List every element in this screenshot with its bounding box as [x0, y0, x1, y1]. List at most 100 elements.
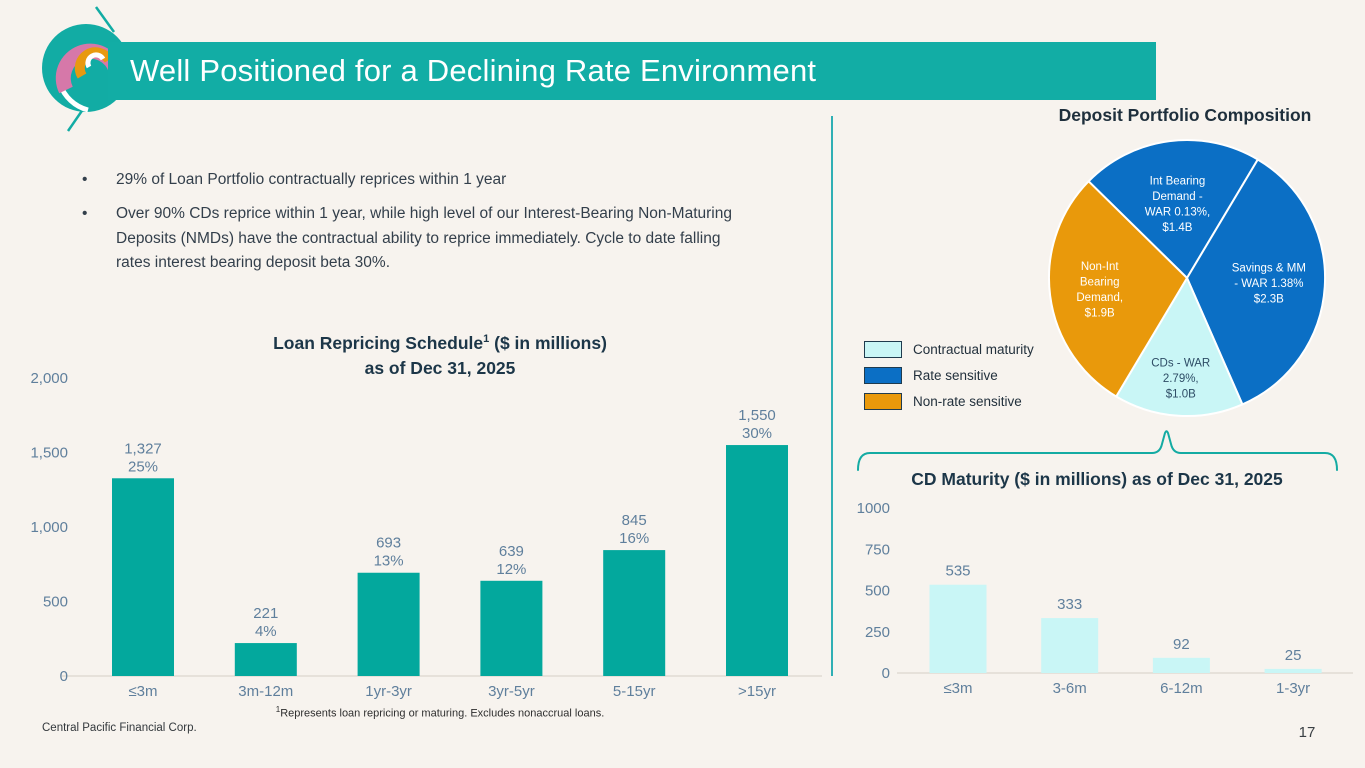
brace-path: [857, 430, 1338, 471]
bar-value-label: 535: [945, 563, 970, 580]
pie-chart-title: Deposit Portfolio Composition: [1058, 105, 1312, 125]
logo-white-swirl: [85, 52, 106, 69]
pie-slice-label: Savings & MM: [1232, 263, 1306, 275]
x-category-label: 5-15yr: [613, 683, 656, 700]
x-category-label: 3-6m: [1053, 680, 1087, 697]
title-banner: Well Positioned for a Declining Rate Env…: [108, 42, 1156, 100]
page-number: 17: [1298, 724, 1316, 741]
y-tick-label: 250: [865, 624, 890, 641]
legend-item: Contractual maturity: [864, 341, 1034, 358]
x-category-label: 1yr-3yr: [365, 683, 412, 700]
legend-swatch-rate-sensitive: [864, 367, 902, 384]
y-tick-label: 1,500: [30, 445, 68, 462]
x-category-label: >15yr: [738, 683, 776, 700]
loan-chart-title-line1: Loan Repricing Schedule1 ($ in millions): [273, 332, 607, 353]
bar-6-12m: [1152, 657, 1210, 673]
footer-company-name: Central Pacific Financial Corp.: [42, 722, 197, 734]
pie-slice-3: [1048, 180, 1188, 398]
x-category-label: ≤3m: [943, 680, 972, 697]
logo-stem-top: [94, 6, 116, 33]
brace-connector: [857, 430, 1338, 471]
bar-value-label: 333: [1057, 596, 1082, 613]
legend-swatch-contractual-maturity: [864, 341, 902, 358]
pie-slice-label: - WAR 1.38%: [1234, 278, 1303, 290]
pie-slice-label: Demand -: [1152, 191, 1203, 203]
pie-slice-0: [1087, 139, 1259, 279]
y-tick-label: 750: [865, 541, 890, 558]
bar-≤3m: [112, 478, 174, 676]
loan-chart-title: Loan Repricing Schedule1 ($ in millions)…: [140, 327, 740, 381]
bar-1-3yr: [1264, 668, 1322, 673]
legend-label: Contractual maturity: [913, 342, 1034, 357]
vertical-divider: [831, 116, 833, 676]
pie-slice-label: CDs - WAR: [1151, 357, 1210, 369]
x-category-label: 1-3yr: [1276, 680, 1310, 697]
y-tick-label: 500: [865, 583, 890, 600]
y-tick-label: 0: [882, 665, 890, 682]
cd-maturity-bar-chart: 0 250 500 750 1000 535 ≤3m 333 3-6m 92 6-12m 25 1-3y…: [857, 500, 1353, 697]
bullet-item: • 29% of Loan Portfolio contractually re…: [82, 168, 758, 192]
deposit-composition-pie-chart: Int Bearing Demand - WAR 0.13%, $1.4B Saving…: [1048, 139, 1327, 418]
loan-chart-title-line2: as of Dec 31, 2025: [364, 357, 516, 378]
x-category-label: ≤3m: [128, 683, 157, 700]
footnote-text: Represents loan repricing or maturing. E…: [280, 707, 605, 720]
pie-slice-label: $2.3B: [1254, 294, 1284, 306]
bar-pct-label: 12%: [496, 561, 526, 578]
pie-slice-label: WAR 0.13%,: [1145, 206, 1210, 218]
chart-footnote: 1Represents loan repricing or maturing. …: [120, 705, 760, 720]
bar-pct-label: 13%: [374, 553, 404, 570]
y-tick-label: 2,000: [30, 370, 68, 387]
pie-slice-label: $1.0B: [1166, 388, 1196, 400]
title-superscript: 1: [483, 333, 490, 345]
pie-slice-label: Bearing: [1080, 276, 1120, 288]
bar->15yr: [726, 445, 788, 676]
bar-value-label: 639: [499, 543, 524, 560]
bullet-item: • Over 90% CDs reprice within 1 year, wh…: [82, 202, 758, 275]
legend-item: Non-rate sensitive: [864, 393, 1034, 410]
bar-value-label: 221: [253, 605, 278, 622]
y-tick-label: 1000: [857, 500, 890, 517]
bar-pct-label: 16%: [619, 530, 649, 547]
legend-label: Non-rate sensitive: [913, 394, 1022, 409]
bar-pct-label: 30%: [742, 425, 772, 442]
y-tick-label: 0: [60, 668, 68, 685]
bar-pct-label: 25%: [128, 458, 158, 475]
x-category-label: 3yr-5yr: [488, 683, 535, 700]
bar-value-label: 1,550: [738, 407, 776, 424]
legend-item: Rate sensitive: [864, 367, 1034, 384]
pie-slice-label: Demand,: [1076, 292, 1123, 304]
legend-label: Rate sensitive: [913, 368, 998, 383]
slide-title: Well Positioned for a Declining Rate Env…: [130, 53, 817, 88]
bar-5-15yr: [603, 550, 666, 676]
bar-3yr-5yr: [480, 580, 543, 676]
bar-value-label: 1,327: [124, 440, 162, 457]
cd-chart-title: CD Maturity ($ in millions) as of Dec 31…: [911, 469, 1283, 489]
bar-1yr-3yr: [357, 572, 420, 676]
bar-value-label: 25: [1285, 647, 1302, 664]
logo-orange-swirl: [74, 47, 114, 79]
y-tick-label: 1,000: [30, 519, 68, 536]
footnote-superscript: 1: [275, 705, 281, 714]
pie-slice-label: Int Bearing: [1150, 175, 1206, 187]
bullet-glyph: •: [82, 205, 88, 223]
pie-slice-1: [1186, 158, 1327, 406]
bullet-list: • 29% of Loan Portfolio contractually re…: [82, 168, 758, 286]
pie-slice-label: $1.4B: [1162, 222, 1192, 234]
x-category-label: 6-12m: [1160, 680, 1203, 697]
y-tick-label: 500: [43, 594, 68, 611]
pie-slice-label: 2.79%,: [1163, 373, 1199, 385]
bar-≤3m: [929, 584, 987, 673]
pie-slice-2: [1115, 277, 1244, 418]
bar-3-6m: [1041, 618, 1099, 673]
bullet-glyph: •: [82, 171, 88, 188]
pie-slice-label: $1.9B: [1085, 307, 1115, 319]
bar-value-label: 845: [622, 512, 647, 529]
pie-legend: Contractual maturity Rate sensitive Non-…: [864, 341, 1034, 419]
bar-pct-label: 4%: [255, 623, 277, 640]
bullet-text: 29% of Loan Portfolio contractually repr…: [116, 171, 507, 188]
bar-value-label: 693: [376, 535, 401, 552]
legend-swatch-non-rate-sensitive: [864, 393, 902, 410]
x-category-label: 3m-12m: [238, 683, 293, 700]
